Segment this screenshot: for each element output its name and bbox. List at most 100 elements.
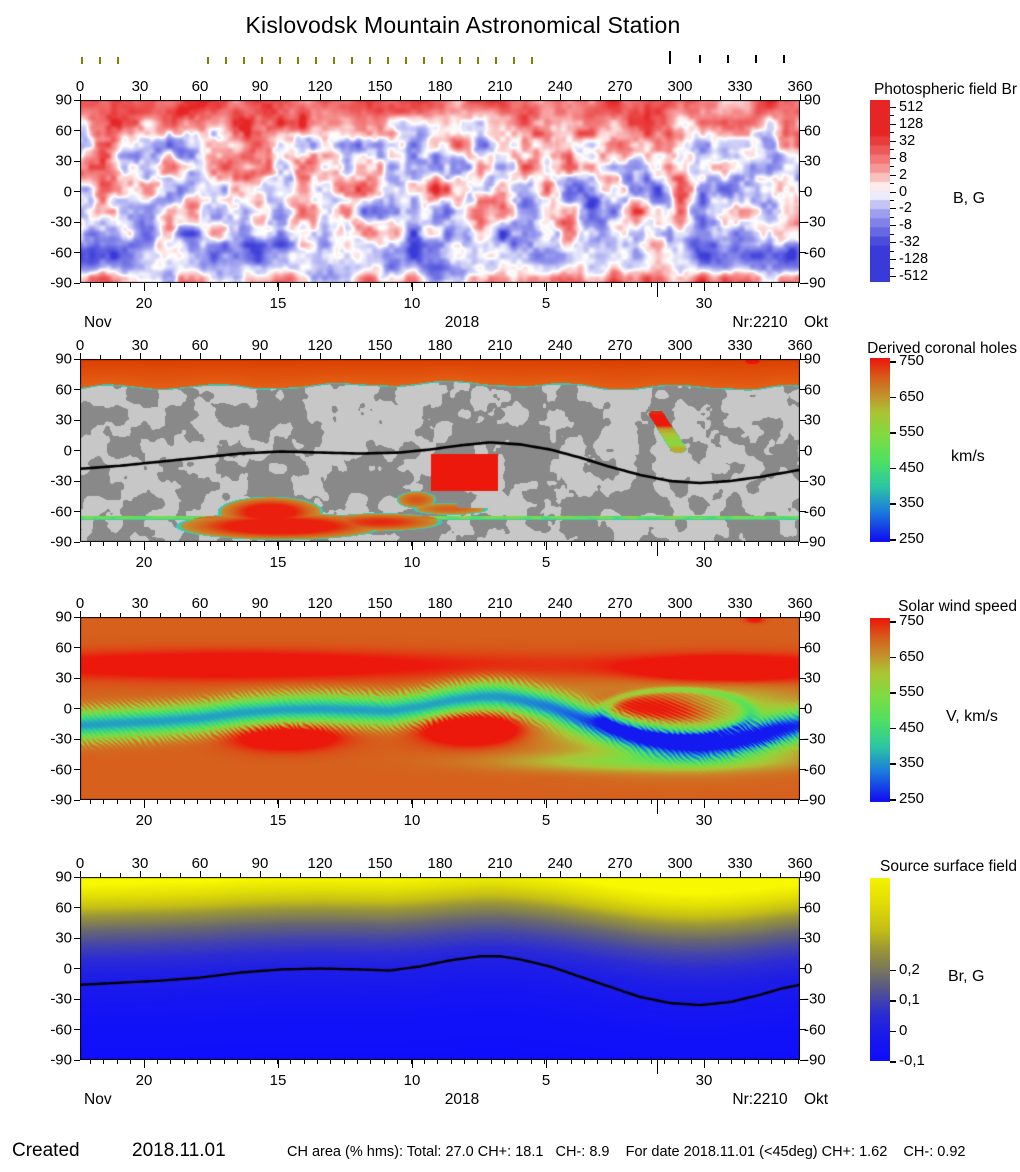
lon-tick — [319, 611, 321, 617]
lon-tick-label: 90 — [251, 855, 269, 872]
day-tick — [584, 1060, 586, 1064]
lon-tick — [339, 873, 341, 877]
lat-tick — [800, 616, 806, 618]
lon-tick-label: 270 — [607, 337, 633, 354]
day-tick — [250, 800, 252, 804]
colorbar-title-photospheric: Photospheric field Br — [873, 81, 1017, 98]
date-tick — [277, 283, 279, 291]
month-label-left: Nov — [84, 314, 112, 331]
day-tick — [370, 283, 372, 287]
lon-tick — [239, 613, 241, 617]
lon-tick — [99, 873, 101, 877]
day-tick — [730, 542, 732, 546]
lon-tick-label: 180 — [427, 595, 453, 612]
lat-tick-label: 0 — [804, 183, 813, 200]
day-tick — [330, 800, 332, 804]
footer-created-date: 2018.11.01 — [132, 1140, 226, 1161]
day-tick — [690, 1060, 692, 1064]
lon-tick — [499, 871, 501, 877]
obs-day-tick-olive — [81, 57, 83, 64]
day-tick — [196, 542, 198, 546]
lon-tick — [459, 96, 461, 100]
day-tick — [236, 800, 238, 804]
lon-tick-label: 210 — [487, 337, 513, 354]
date-tick — [277, 800, 279, 808]
colorbar-tick-label: 512 — [899, 99, 924, 115]
day-tick — [250, 1060, 252, 1064]
day-tick — [90, 542, 92, 546]
day-tick — [156, 800, 158, 804]
lat-tick-label: 0 — [63, 960, 72, 977]
lon-tick — [159, 96, 161, 100]
day-tick — [290, 1060, 292, 1064]
lon-tick-label: 330 — [727, 337, 753, 354]
month-label-right: Okt — [803, 314, 829, 331]
lon-tick — [79, 94, 81, 100]
lat-tick-label: -30 — [804, 472, 826, 490]
lat-tick — [800, 1029, 806, 1030]
day-tick — [557, 800, 559, 804]
date-tick-label: 20 — [135, 1072, 153, 1089]
lon-tick-label: 30 — [131, 337, 149, 354]
lat-tick — [74, 616, 80, 618]
colorbar-minor-tick — [890, 166, 894, 168]
day-tick — [690, 800, 692, 804]
day-tick — [704, 800, 706, 804]
colorbar-tick-label: -2 — [899, 200, 912, 217]
colorbar-tick-label: 0,1 — [899, 991, 920, 1008]
lat-tick-label: -60 — [804, 503, 826, 520]
day-tick — [544, 800, 545, 804]
obs-day-tick-olive — [405, 57, 407, 64]
day-tick — [664, 800, 666, 804]
lat-tick — [74, 968, 80, 969]
lon-tick — [199, 353, 201, 359]
lat-tick-label: -30 — [50, 213, 72, 231]
lat-tick-label: 30 — [804, 152, 821, 170]
day-tick — [770, 800, 772, 804]
day-tick — [263, 800, 265, 804]
lat-tick-label: -90 — [50, 1051, 72, 1069]
day-tick — [597, 542, 599, 546]
lon-tick — [559, 353, 561, 359]
day-tick — [704, 1060, 706, 1064]
lon-tick — [479, 355, 481, 359]
lon-tick — [239, 355, 241, 359]
lon-tick — [179, 355, 181, 359]
lon-tick-label: 240 — [547, 78, 573, 95]
lon-tick-label: 330 — [727, 595, 753, 612]
day-tick — [370, 800, 372, 804]
lon-tick — [619, 871, 621, 877]
colorbar-minor-tick — [890, 183, 894, 185]
lon-tick — [279, 96, 281, 100]
lon-tick — [579, 96, 581, 100]
lon-tick — [99, 613, 101, 617]
lon-tick — [379, 94, 381, 100]
lat-tick-label: -60 — [50, 1021, 72, 1038]
colorbar-tick — [890, 107, 896, 108]
colorbar-minor-tick — [890, 233, 894, 235]
lat-tick-label: -60 — [804, 761, 826, 778]
colorbar-tick — [890, 174, 896, 176]
day-tick — [410, 1060, 412, 1064]
day-tick — [490, 542, 492, 546]
day-tick — [757, 542, 759, 546]
lon-tick-label: 360 — [787, 595, 813, 612]
lat-tick — [800, 221, 806, 223]
lon-tick-label: 180 — [427, 337, 453, 354]
obs-day-tick-black — [755, 55, 757, 63]
obs-day-tick-olive — [297, 57, 299, 64]
lat-tick-label: 30 — [55, 929, 72, 947]
obs-day-tick-olive — [315, 57, 317, 64]
day-tick — [717, 800, 719, 804]
lon-tick — [419, 613, 421, 617]
lon-tick — [519, 873, 521, 877]
lon-tick — [799, 871, 801, 877]
date-tick-label: 20 — [135, 295, 153, 312]
lon-tick — [79, 871, 81, 877]
lon-tick — [739, 94, 741, 100]
day-tick — [196, 1060, 198, 1064]
day-tick — [664, 542, 666, 546]
lon-tick — [639, 873, 641, 877]
colorbar-tick — [890, 969, 896, 971]
day-tick — [410, 542, 412, 546]
